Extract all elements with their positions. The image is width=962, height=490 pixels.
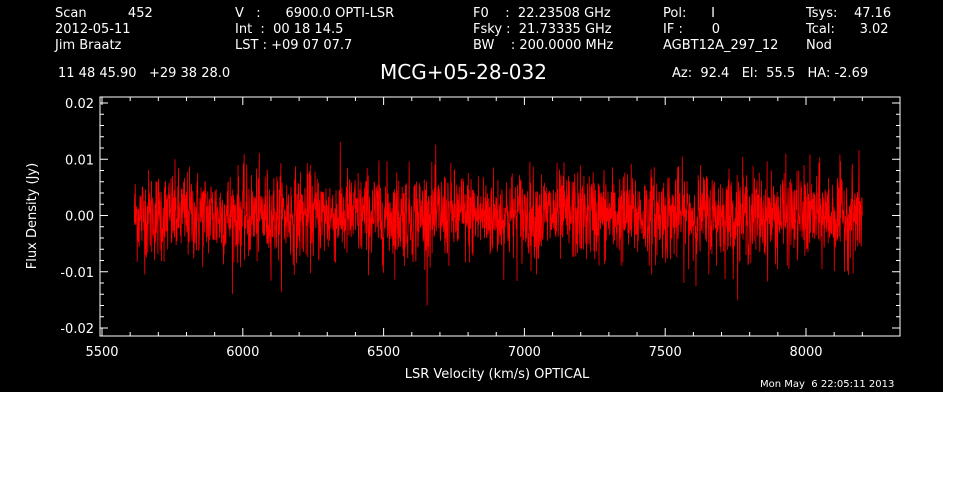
x-tick-label: 6000 xyxy=(226,345,259,360)
lst-label: LST : +09 07 07.7 xyxy=(235,38,353,53)
date-label: 2012-05-11 xyxy=(55,22,131,37)
x-tick-label: 6500 xyxy=(367,345,400,360)
spectrum-series-line xyxy=(133,141,863,306)
f0-label: F0 : 22.23508 GHz xyxy=(473,6,611,21)
x-tick-label: 5500 xyxy=(85,345,118,360)
pol-label: Pol: I xyxy=(663,6,715,21)
tsys-label: Tsys: 47.16 xyxy=(806,6,892,21)
observer-label: Jim Braatz xyxy=(55,38,122,53)
x-tick-label: 7000 xyxy=(508,345,541,360)
fsky-label: Fsky : 21.73335 GHz xyxy=(473,22,612,37)
x-tick-label: 8000 xyxy=(789,345,822,360)
y-tick-label: 0.00 xyxy=(65,210,94,225)
scan-label: Scan 452 xyxy=(55,6,153,21)
coordinates-label: 11 48 45.90 +29 38 28.0 xyxy=(58,66,231,81)
spectrum-plot: 5500 6000 6500 7000 7500 8000 -0.02 -0.01 0.00 0.… xyxy=(25,96,901,382)
y-tick-label: 0.02 xyxy=(65,97,94,112)
source-name: MCG+05-28-032 xyxy=(380,60,547,84)
if-label: IF : 0 xyxy=(663,22,721,37)
velocity-label: V : 6900.0 OPTI-LSR xyxy=(235,6,395,21)
timestamp-label: Mon May 6 22:05:11 2013 xyxy=(760,379,895,390)
x-tick-label: 7500 xyxy=(649,345,682,360)
y-tick-label: -0.01 xyxy=(60,266,94,281)
y-tick-label: -0.02 xyxy=(60,322,94,337)
project-label: AGBT12A_297_12 xyxy=(663,38,779,53)
plot-frame xyxy=(99,96,901,337)
y-axis-label: Flux Density (Jy) xyxy=(25,163,40,269)
mode-label: Nod xyxy=(806,38,832,53)
az-el-ha-label: Az: 92.4 El: 55.5 HA: -2.69 xyxy=(672,66,869,81)
integration-label: Int : 00 18 14.5 xyxy=(235,22,344,37)
y-tick-label: 0.01 xyxy=(65,153,94,168)
bandwidth-label: BW : 200.0000 MHz xyxy=(473,38,614,53)
tcal-label: Tcal: 3.02 xyxy=(806,22,889,37)
spectrum-panel: Scan 452 2012-05-11 Jim Braatz V : 6900.… xyxy=(0,0,943,392)
x-axis-label: LSR Velocity (km/s) OPTICAL xyxy=(405,367,590,382)
